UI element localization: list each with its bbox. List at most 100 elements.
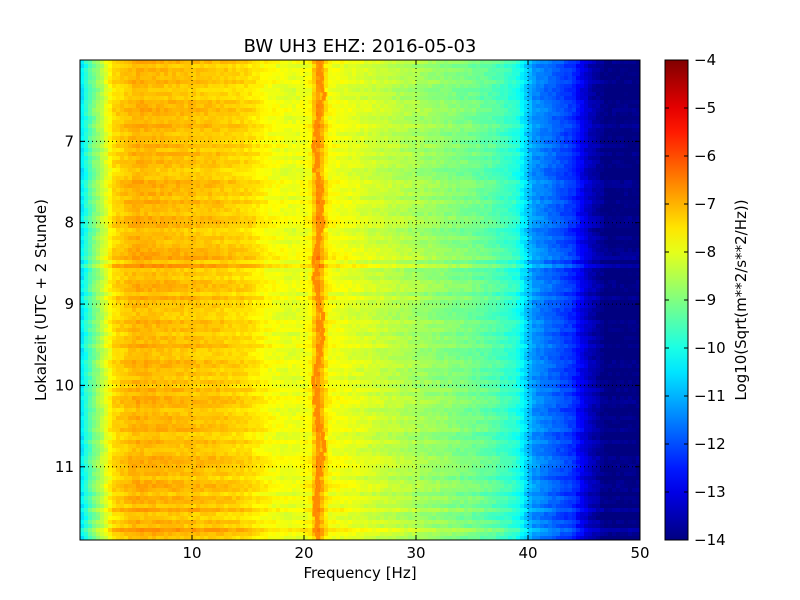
heatmap-cell [276,200,281,205]
heatmap-cell [288,176,293,181]
heatmap-cell [272,72,277,77]
heatmap-cell [604,188,609,193]
heatmap-cell [460,128,465,133]
heatmap-cell [472,112,477,117]
heatmap-cell [284,144,289,149]
heatmap-cell [364,92,369,97]
heatmap-cell [400,168,405,173]
heatmap-cell [624,172,629,177]
heatmap-cell [560,84,565,89]
heatmap-cell [504,176,509,181]
heatmap-cell [448,60,453,65]
heatmap-cell [532,60,537,65]
heatmap-cell [168,184,173,189]
heatmap-cell [376,104,381,109]
heatmap-cell [600,100,605,105]
heatmap-cell [616,96,621,101]
heatmap-cell [532,120,537,125]
heatmap-cell [96,192,101,197]
heatmap-cell [312,152,317,157]
heatmap-cell [256,84,261,89]
heatmap-cell [80,180,85,185]
heatmap-cell [124,84,129,89]
heatmap-cell [336,200,341,205]
heatmap-cell [104,156,109,161]
heatmap-cell [112,144,117,149]
heatmap-cell [616,152,621,157]
heatmap-cell [196,108,201,113]
heatmap-cell [552,128,557,133]
heatmap-cell [308,128,313,133]
heatmap-cell [144,108,149,113]
heatmap-cell [276,172,281,177]
heatmap-cell [584,96,589,101]
heatmap-cell [636,120,640,125]
heatmap-cell [156,100,161,105]
heatmap-cell [164,92,169,97]
heatmap-cell [360,196,365,201]
heatmap-cell [468,84,473,89]
heatmap-cell [600,72,605,77]
heatmap-cell [476,156,481,161]
heatmap-cell [224,192,229,197]
heatmap-cell [136,156,141,161]
heatmap-cell [484,108,489,113]
heatmap-cell [340,176,345,181]
heatmap-cell [540,180,545,185]
heatmap-cell [468,76,473,81]
heatmap-cell [380,136,385,141]
heatmap-cell [352,200,357,205]
heatmap-cell [436,200,441,205]
heatmap-cell [476,124,481,129]
heatmap-cell [132,176,137,181]
heatmap-cell [416,176,421,181]
heatmap-cell [612,92,617,97]
heatmap-cell [380,116,385,121]
heatmap-cell [344,108,349,113]
heatmap-cell [304,88,309,93]
heatmap-cell [484,168,489,173]
heatmap-cell [620,148,625,153]
heatmap-cell [588,108,593,113]
heatmap-cell [460,72,465,77]
heatmap-cell [288,96,293,101]
heatmap-cell [620,108,625,113]
heatmap-cell [324,72,329,77]
heatmap-cell [332,172,337,177]
heatmap-cell [128,76,133,81]
heatmap-cell [608,136,613,141]
heatmap-cell [356,160,361,165]
heatmap-cell [160,144,165,149]
heatmap-cell [576,160,581,165]
heatmap-cell [540,176,545,181]
heatmap-cell [484,96,489,101]
heatmap-cell [80,176,85,181]
heatmap-cell [216,88,221,93]
heatmap-cell [124,200,129,205]
heatmap-cell [140,148,145,153]
heatmap-cell [308,112,313,117]
heatmap-cell [636,100,640,105]
heatmap-cell [412,120,417,125]
heatmap-cell [488,136,493,141]
heatmap-cell [416,76,421,81]
heatmap-cell [488,144,493,149]
heatmap-cell [216,96,221,101]
heatmap-cell [480,68,485,73]
heatmap-cell [492,88,497,93]
heatmap-cell [168,92,173,97]
heatmap-cell [452,100,457,105]
heatmap-cell [636,172,640,177]
heatmap-cell [264,60,269,65]
heatmap-cell [596,184,601,189]
heatmap-cell [180,140,185,145]
heatmap-cell [192,84,197,89]
heatmap-cell [252,100,257,105]
heatmap-cell [292,112,297,117]
heatmap-cell [344,200,349,205]
heatmap-cell [528,120,533,125]
heatmap-cell [600,64,605,69]
heatmap-cell [136,188,141,193]
heatmap-cell [304,180,309,185]
heatmap-cell [316,92,321,97]
